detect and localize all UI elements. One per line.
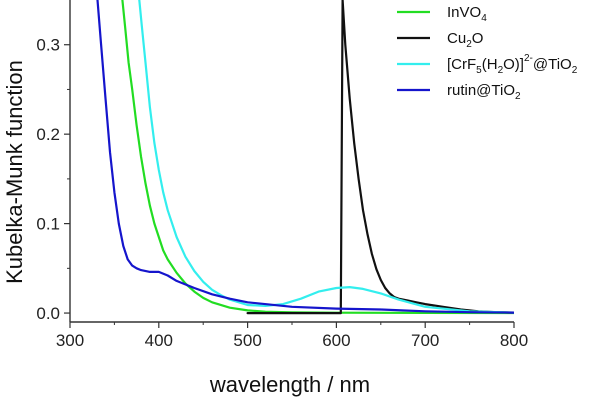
y-tick-label: 0.3 [36, 36, 60, 55]
x-tick-label: 400 [145, 331, 173, 350]
x-tick-label: 600 [322, 331, 350, 350]
y-axis-ticks: 0.0 0.1 0.2 0.3 [36, 36, 70, 323]
x-axis-label: wavelength / nm [209, 372, 370, 397]
x-axis-ticks: 300 400 500 600 700 800 [56, 322, 528, 350]
series-line-4 [96, 0, 514, 314]
y-tick-label: 0.1 [36, 215, 60, 234]
legend-label: InVO4 [447, 4, 487, 24]
x-tick-label: 500 [233, 331, 261, 350]
series-line-1 [121, 0, 514, 315]
x-tick-label: 800 [500, 331, 528, 350]
legend: InVO4 Cu2O [CrF5(H2O)]2-@TiO2 rutin@TiO2 [397, 4, 578, 102]
legend-label: Cu2O [447, 30, 483, 50]
y-axis-label: Kubelka-Munk function [2, 60, 27, 284]
legend-label: [CrF5(H2O)]2-@TiO2 [447, 53, 578, 76]
plot-lines [96, 0, 514, 315]
series-line-2 [246, 0, 514, 315]
y-tick-label: 0.0 [36, 304, 60, 323]
y-tick-label: 0.2 [36, 125, 60, 144]
x-tick-label: 300 [56, 331, 84, 350]
legend-label: rutin@TiO2 [447, 82, 521, 102]
x-tick-label: 700 [411, 331, 439, 350]
